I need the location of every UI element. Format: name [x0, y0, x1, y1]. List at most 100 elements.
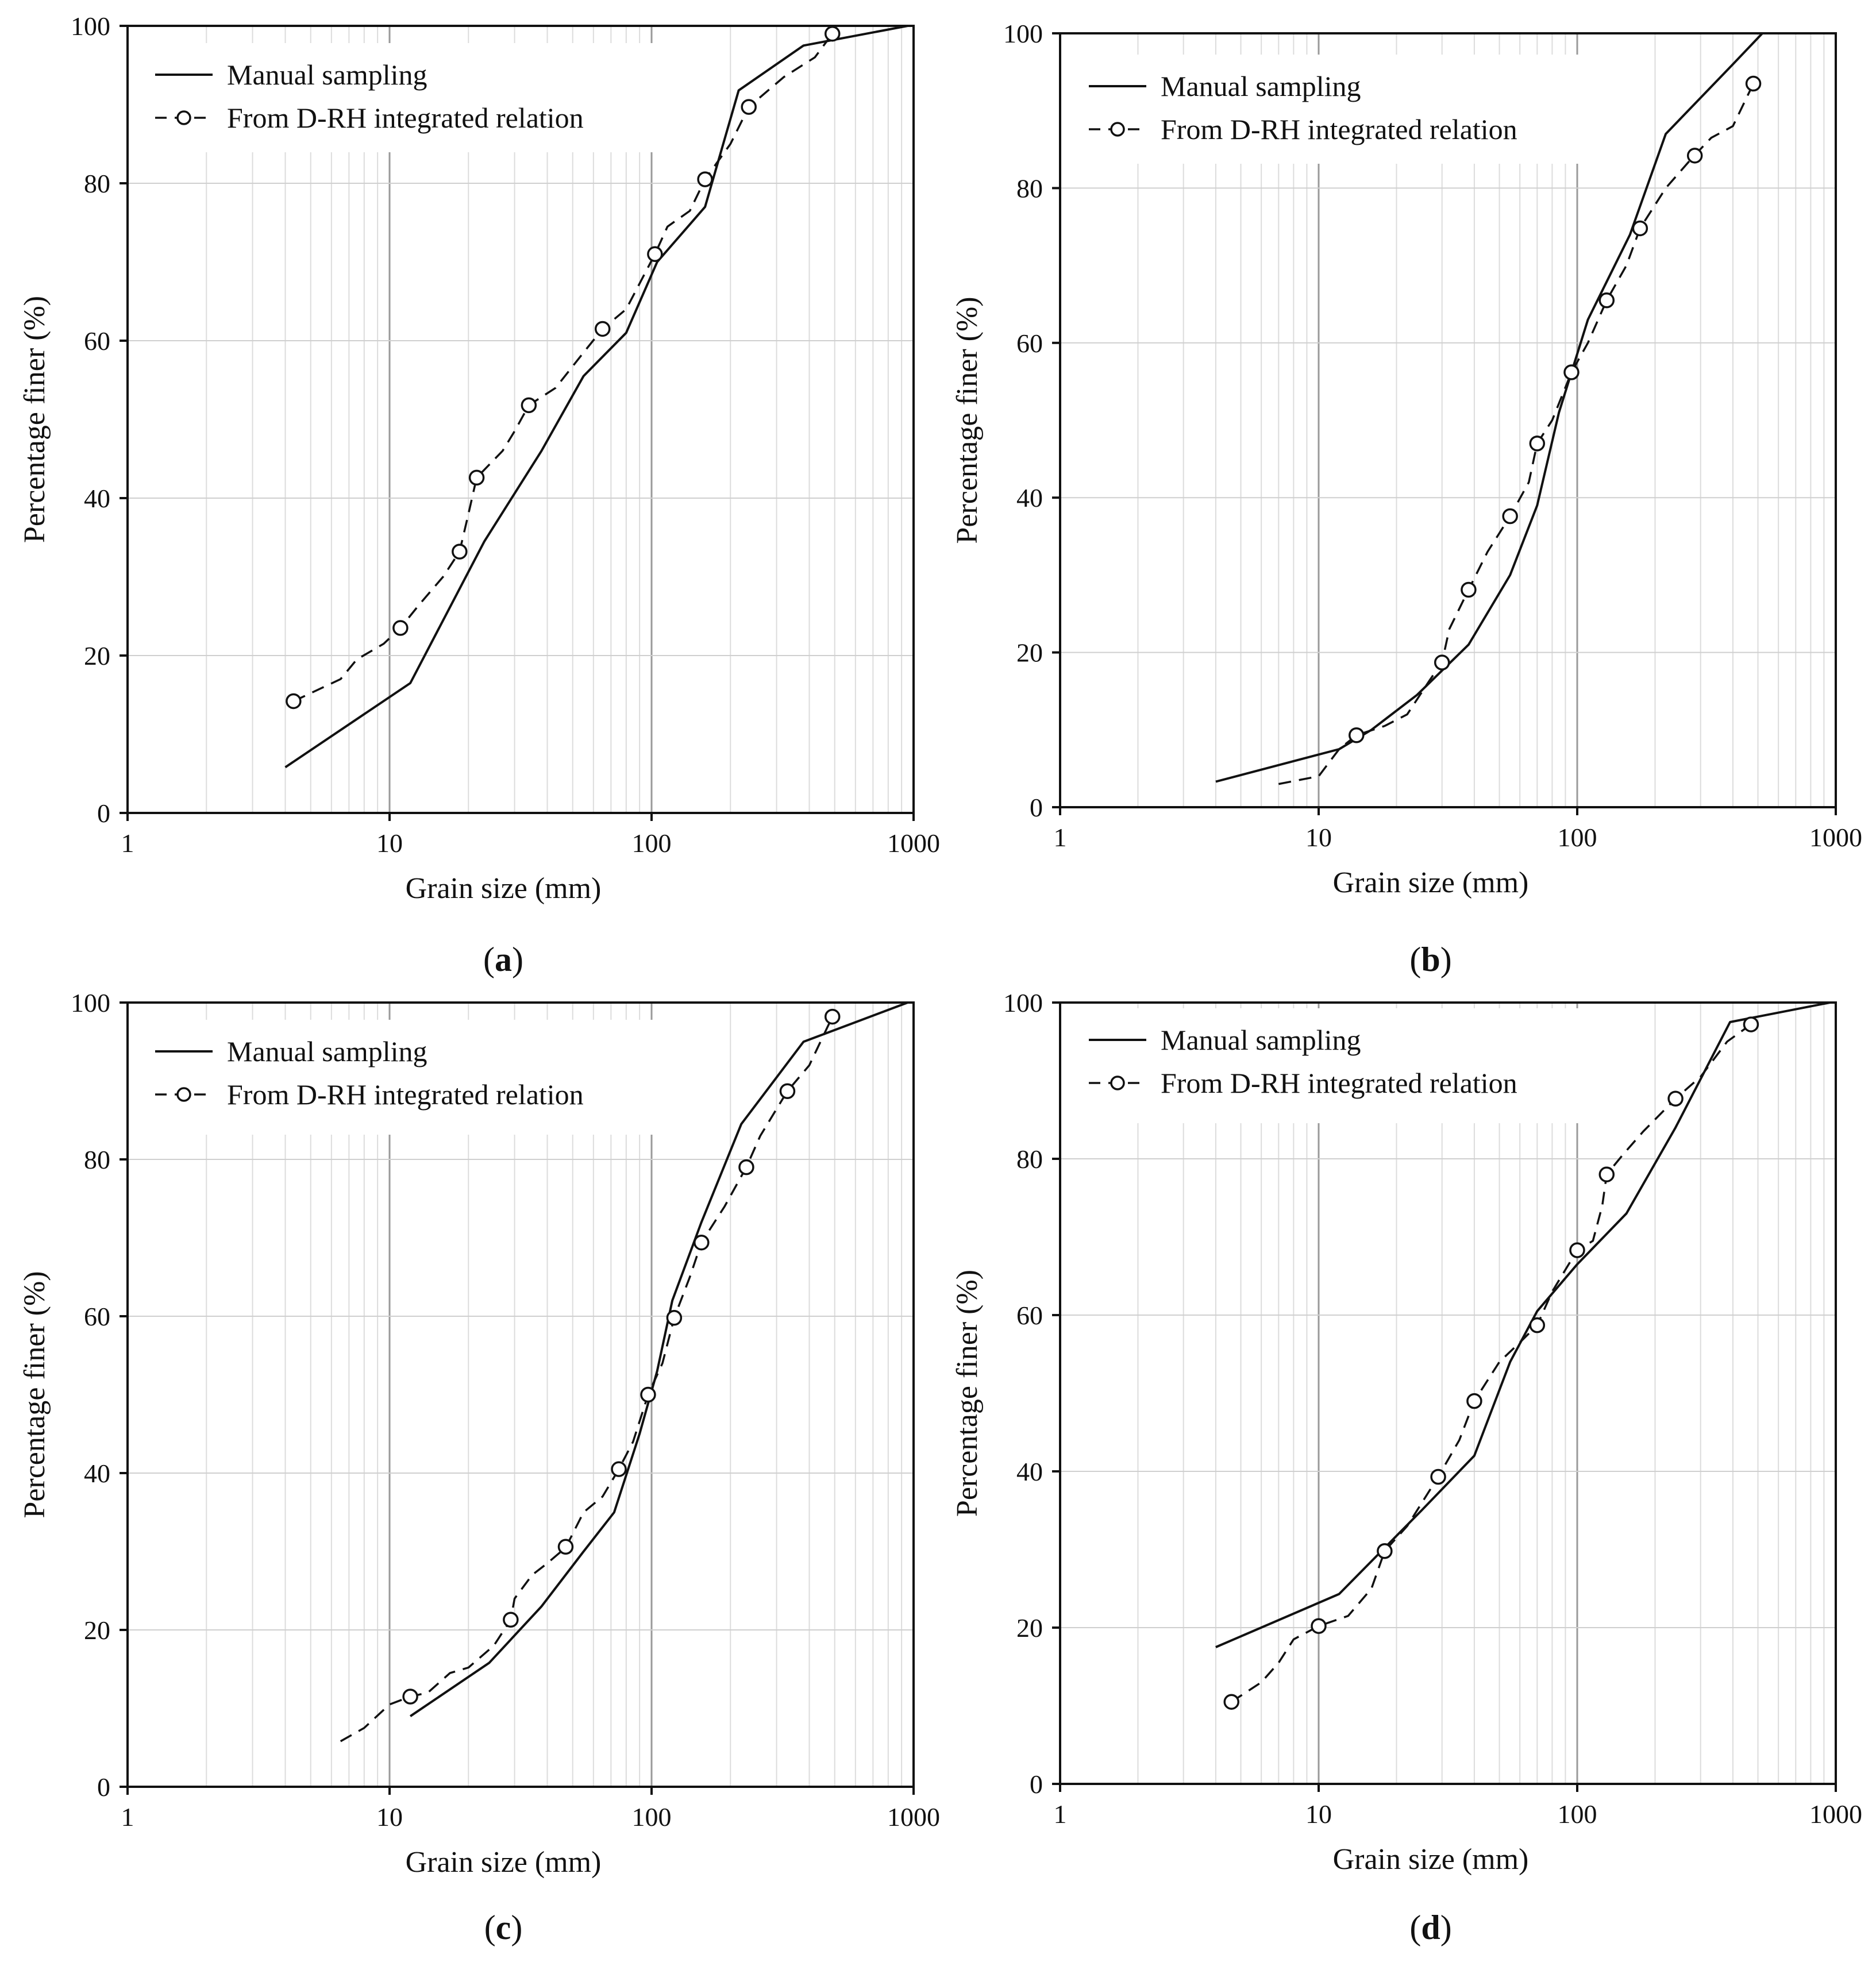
drh-data-point — [1743, 1016, 1759, 1032]
y-axis-title: Percentage finer (%) — [951, 296, 984, 543]
drh-series-line — [1231, 1023, 1752, 1703]
drh-data-point — [694, 1234, 710, 1251]
drh-data-point — [611, 1461, 627, 1477]
drh-data-point — [1223, 1694, 1239, 1710]
panel-label-letter: d — [1421, 1909, 1440, 1946]
drh-data-point — [824, 25, 841, 42]
drh-data-point — [1598, 1166, 1615, 1182]
panel-label: (d) — [1409, 1909, 1451, 1946]
drh-data-point — [402, 1689, 418, 1705]
y-tick-label: 0 — [97, 799, 110, 828]
y-axis-title: Percentage finer (%) — [18, 1271, 51, 1518]
x-axis-title: Grain size (mm) — [1333, 1843, 1529, 1876]
drh-data-point — [503, 1612, 519, 1628]
plot-frame — [126, 1001, 915, 1788]
drh-data-point — [1502, 508, 1518, 525]
drh-data-point — [1563, 364, 1580, 380]
drh-data-point — [1569, 1242, 1585, 1258]
x-tick-label: 10 — [376, 1802, 403, 1832]
drh-data-point — [824, 1008, 841, 1025]
y-axis-title: Percentage finer (%) — [951, 1270, 984, 1517]
legend-background — [1077, 1008, 1589, 1123]
x-tick-label: 1 — [121, 1802, 134, 1832]
legend-background — [1077, 55, 1589, 164]
y-tick-label: 0 — [1030, 793, 1043, 822]
y-tick-label: 80 — [84, 169, 110, 198]
legend-drh-marker — [176, 1087, 191, 1102]
drh-data-point — [557, 1539, 574, 1555]
legend-drh-marker — [1110, 1076, 1125, 1090]
panel-label-letter: b — [1421, 940, 1440, 978]
y-tick-label: 40 — [84, 1459, 110, 1488]
drh-data-point — [1686, 148, 1703, 164]
panel-label-close-paren: ) — [1440, 1909, 1452, 1946]
drh-data-point — [741, 99, 757, 115]
drh-data-point — [1430, 1468, 1446, 1485]
drh-data-point — [1461, 581, 1477, 598]
panel-label-open-paren: ( — [484, 1909, 496, 1946]
x-tick-label: 100 — [1558, 1799, 1597, 1829]
drh-data-point — [1632, 220, 1648, 237]
legend-manual-label: Manual sampling — [227, 1035, 427, 1067]
y-tick-label: 100 — [71, 988, 110, 1017]
legend-manual-label: Manual sampling — [227, 59, 427, 91]
x-tick-label: 10 — [376, 828, 403, 858]
drh-data-point — [697, 171, 713, 187]
drh-data-point — [468, 469, 485, 486]
legend-drh-marker — [1110, 122, 1125, 137]
manual-series-line — [1215, 1001, 1831, 1648]
panel-label-close-paren: ) — [511, 1909, 522, 1946]
legend-manual-label: Manual sampling — [1161, 1024, 1361, 1056]
y-tick-label: 40 — [1016, 1457, 1043, 1486]
chart-panel-c: 1 10 100 1000 0 20 40 60 80 100 Grain size (mm) Per… — [18, 988, 940, 1946]
x-tick-label: 1 — [1054, 1799, 1067, 1829]
y-tick-label: 60 — [84, 1302, 110, 1331]
drh-data-point — [1311, 1618, 1327, 1635]
y-tick-label: 100 — [71, 11, 110, 41]
panel-label-letter: c — [496, 1909, 511, 1946]
x-tick-label: 100 — [1558, 823, 1597, 852]
y-tick-label: 20 — [84, 1616, 110, 1645]
x-tick-label: 1 — [121, 828, 134, 858]
y-tick-label: 0 — [1030, 1770, 1043, 1799]
y-tick-label: 80 — [1016, 174, 1043, 203]
x-axis-title: Grain size (mm) — [406, 1846, 602, 1879]
y-tick-label: 60 — [1016, 1301, 1043, 1330]
drh-data-point — [1529, 435, 1546, 452]
legend-drh-label: From D-RH integrated relation — [1161, 113, 1517, 145]
drh-data-point — [1529, 1317, 1546, 1333]
chart-panel-a: 1 10 100 1000 0 20 40 60 80 100 Grain size (mm) Per… — [18, 11, 940, 978]
drh-data-point — [1377, 1543, 1393, 1559]
drh-data-point — [594, 321, 611, 337]
drh-data-point — [1349, 727, 1365, 743]
drh-data-point — [1466, 1393, 1482, 1409]
y-tick-label: 20 — [84, 641, 110, 670]
legend-drh-label: From D-RH integrated relation — [227, 102, 584, 134]
drh-data-point — [666, 1309, 683, 1326]
drh-data-point — [1667, 1090, 1684, 1107]
panel-label-close-paren: ) — [1440, 940, 1452, 978]
drh-data-point — [392, 620, 409, 636]
legend-drh-label: From D-RH integrated relation — [1161, 1067, 1517, 1099]
panel-label-open-paren: ( — [483, 940, 495, 978]
y-tick-label: 60 — [1016, 329, 1043, 358]
legend-drh-label: From D-RH integrated relation — [227, 1078, 584, 1111]
x-tick-label: 1000 — [887, 1802, 940, 1832]
drh-data-point — [640, 1386, 656, 1403]
drh-series-line — [1278, 83, 1755, 785]
chart-panel-b: 1 10 100 1000 0 20 40 60 80 100 Grain size (mm) Per… — [951, 19, 1862, 978]
drh-data-point — [647, 246, 663, 263]
legend: Manual sampling From D-RH integrated rela… — [1077, 1008, 1589, 1123]
x-tick-label: 100 — [632, 828, 672, 858]
x-tick-label: 10 — [1305, 823, 1332, 852]
drh-data-point — [1745, 75, 1762, 92]
panel-label-open-paren: ( — [1409, 1909, 1421, 1946]
drh-data-point — [1598, 292, 1615, 309]
x-tick-label: 100 — [632, 1802, 672, 1832]
legend-background — [144, 1020, 655, 1135]
drh-data-point — [521, 397, 537, 414]
panel-label-letter: a — [495, 940, 512, 978]
legend: Manual sampling From D-RH integrated rela… — [144, 1020, 655, 1135]
y-tick-label: 80 — [84, 1145, 110, 1174]
